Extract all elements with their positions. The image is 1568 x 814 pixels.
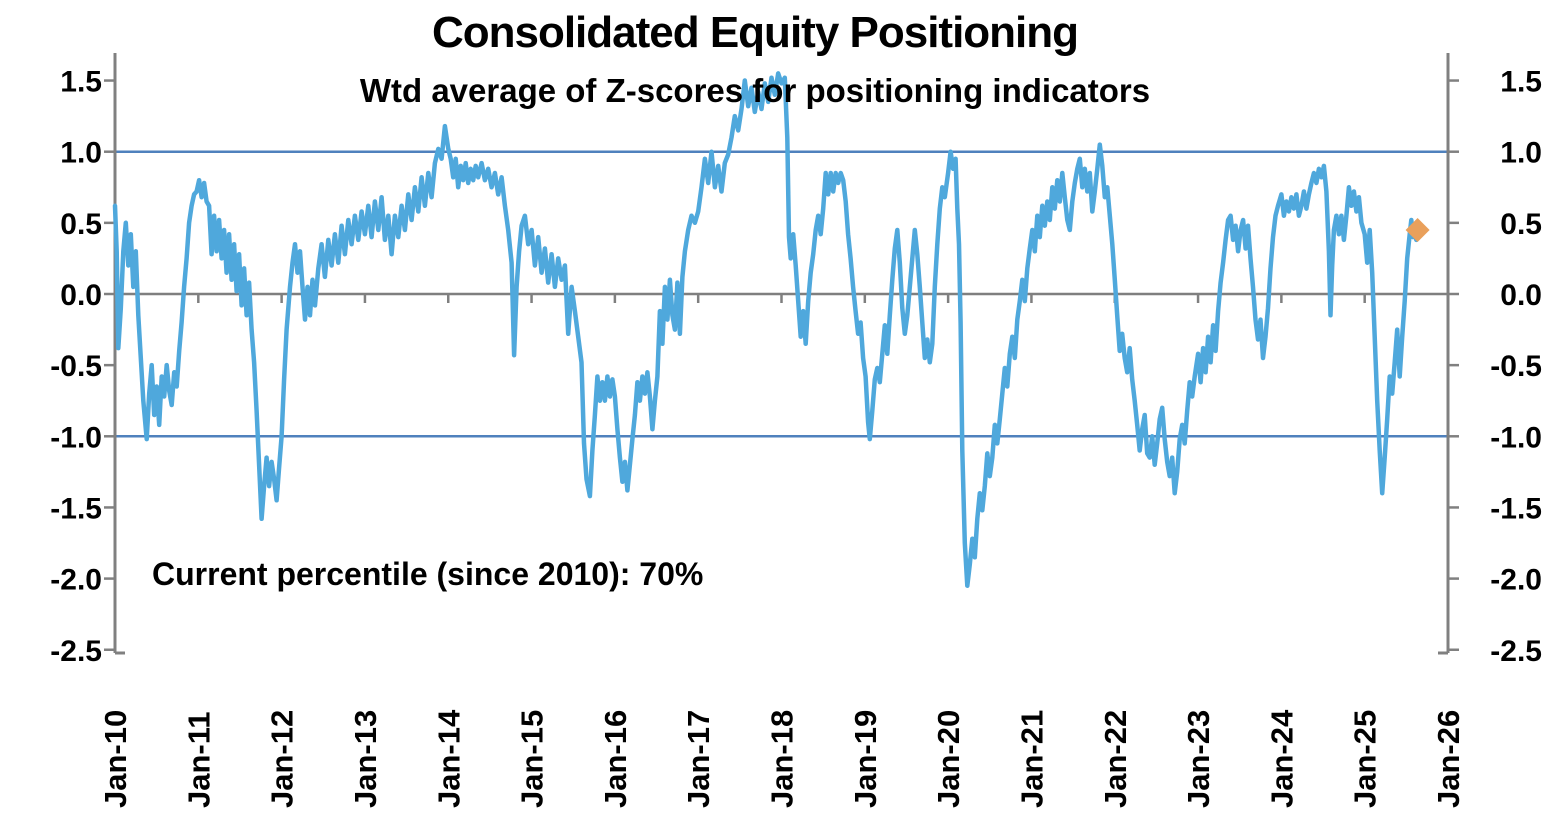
y-tick-label-right: -2.0	[1490, 564, 1542, 597]
y-tick-label-right: -1.5	[1490, 492, 1542, 525]
x-tick-label: Jan-12	[265, 710, 300, 808]
x-tick-label: Jan-26	[1431, 710, 1466, 808]
y-tick-label-left: 0.0	[60, 279, 102, 312]
y-tick-label-right: 1.0	[1500, 137, 1542, 170]
y-tick-label-right: -2.5	[1490, 635, 1542, 668]
x-tick-label: Jan-10	[98, 710, 133, 808]
x-tick-label: Jan-11	[181, 711, 216, 808]
y-tick-label-left: -2.0	[50, 564, 102, 597]
y-tick-label-right: 0.0	[1500, 279, 1542, 312]
y-tick-label-right: 0.5	[1500, 208, 1542, 241]
y-tick-label-right: 1.5	[1500, 66, 1542, 99]
x-tick-label: Jan-24	[1264, 709, 1299, 808]
x-tick-label: Jan-22	[1098, 710, 1133, 808]
y-tick-label-right: -0.5	[1490, 350, 1542, 383]
x-tick-label: Jan-17	[681, 710, 716, 808]
y-tick-label-left: 0.5	[60, 208, 102, 241]
y-tick-label-right: -1.0	[1490, 421, 1542, 454]
x-tick-label: Jan-15	[515, 710, 550, 808]
current-percentile-annotation: Current percentile (since 2010): 70%	[152, 556, 704, 592]
x-tick-label: Jan-19	[848, 710, 883, 808]
x-tick-label: Jan-14	[431, 709, 466, 808]
latest-value-marker	[1405, 217, 1430, 242]
positioning-zscore-series-line	[112, 71, 1419, 588]
chart-title: Consolidated Equity Positioning	[431, 8, 1079, 57]
y-tick-label-left: -1.5	[50, 492, 102, 525]
x-tick-label: Jan-16	[598, 710, 633, 808]
x-tick-label: Jan-18	[765, 710, 800, 808]
x-tick-label: Jan-13	[348, 710, 383, 808]
x-tick-label: Jan-20	[931, 710, 966, 808]
x-tick-label: Jan-25	[1348, 710, 1383, 808]
chart-subtitle: Wtd average of Z-scores for positioning …	[359, 72, 1151, 109]
y-tick-label-left: -0.5	[50, 350, 102, 383]
x-tick-label: Jan-23	[1181, 710, 1216, 808]
y-tick-label-left: 1.5	[60, 66, 102, 99]
y-tick-label-left: -2.5	[50, 635, 102, 668]
y-tick-label-left: 1.0	[60, 137, 102, 170]
y-tick-label-left: -1.0	[50, 421, 102, 454]
x-tick-label: Jan-21	[1014, 710, 1049, 808]
